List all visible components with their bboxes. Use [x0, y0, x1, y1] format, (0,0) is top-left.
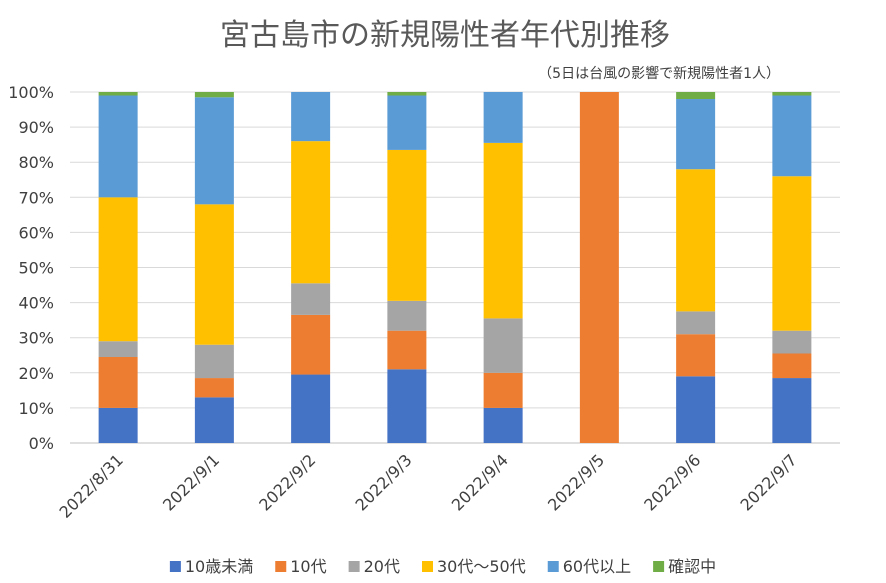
bar-segment [194, 378, 234, 398]
bar-segment [387, 330, 427, 370]
bar-segment [291, 141, 331, 284]
bar-segment [291, 283, 331, 315]
bar-segment [98, 357, 138, 408]
bar-segment [772, 92, 812, 96]
bar-segment [676, 169, 716, 312]
bar-segment [194, 344, 234, 379]
x-tick-label: 2022/9/2 [255, 450, 319, 514]
bar-segment [291, 314, 331, 375]
y-tick-label: 30% [18, 329, 54, 348]
bar-segment [98, 407, 138, 443]
bar-segment [772, 176, 812, 331]
gridlines [70, 91, 840, 444]
y-tick-label: 50% [18, 259, 54, 278]
bar-segment [676, 99, 716, 170]
legend-item: 10代 [275, 557, 327, 576]
y-tick-label: 10% [18, 399, 54, 418]
bar-segment [98, 92, 138, 96]
bar-segment [387, 95, 427, 150]
bar-segment [98, 197, 138, 342]
legend-swatch [169, 561, 181, 572]
y-tick-label: 80% [18, 153, 54, 172]
x-tick-label: 2022/9/7 [736, 450, 800, 514]
legend-item: 確認中 [653, 557, 716, 576]
bar-segment [772, 95, 812, 177]
bar-segment [772, 353, 812, 379]
y-tick-label: 60% [18, 223, 54, 242]
bar-segment [194, 204, 234, 345]
legend-label: 10代 [290, 557, 326, 576]
x-tick-label: 2022/9/1 [159, 450, 223, 514]
bar-segment [676, 334, 716, 377]
chart-title: 宮古島市の新規陽性者年代別推移 [220, 18, 670, 53]
legend-swatch [547, 561, 559, 572]
bar-segment [194, 97, 234, 205]
x-axis: 2022/8/31 2022/9/1 2022/9/2 2022/9/3 2022/9/… [56, 450, 801, 521]
bar-segment [387, 149, 427, 301]
y-tick-label: 20% [18, 364, 54, 383]
x-tick-label: 2022/8/31 [56, 450, 127, 521]
bars [98, 92, 812, 443]
legend-item: 60代以上 [547, 557, 631, 576]
bar-segment [676, 311, 716, 335]
bar-segment [291, 374, 331, 443]
x-tick-label: 2022/9/4 [448, 450, 512, 514]
bar-segment [291, 92, 331, 142]
y-tick-label: 0% [29, 434, 54, 453]
legend-label: 60代以上 [563, 557, 631, 576]
y-tick-label: 70% [18, 188, 54, 207]
bar-segment [387, 92, 427, 96]
bar-segment [676, 92, 716, 100]
legend-swatch [275, 561, 287, 572]
chart-subtitle: （5日は台風の影響で新規陽性者1人） [538, 65, 780, 82]
y-tick-label: 90% [18, 118, 54, 137]
legend-item: 30代～50代 [422, 557, 526, 576]
bar-segment [387, 300, 427, 331]
bar-segment [772, 378, 812, 443]
legend-label: 20代 [364, 557, 400, 576]
legend-swatch [422, 561, 433, 572]
bar-segment [194, 397, 234, 443]
bar-segment [483, 142, 523, 319]
legend-label: 10歳未満 [185, 557, 253, 576]
bar-segment [98, 95, 138, 198]
bar-segment [194, 92, 234, 98]
legend-item: 10歳未満 [169, 557, 253, 576]
legend-swatch [348, 561, 360, 572]
x-tick-label: 2022/9/6 [640, 450, 704, 514]
bar-segment [483, 372, 523, 408]
legend-label: 確認中 [668, 557, 716, 576]
bar-segment [676, 376, 716, 443]
y-tick-label: 40% [18, 294, 54, 313]
legend-label: 30代～50代 [437, 557, 526, 576]
x-tick-label: 2022/9/5 [544, 450, 608, 514]
y-tick-label: 100% [8, 83, 54, 102]
y-axis: 0% 10% 20% 30% 40% 50% 60% 70% 80% 90% 100% [8, 83, 54, 453]
legend-item: 20代 [348, 557, 400, 576]
bar-segment [772, 330, 812, 354]
bar-segment [579, 92, 619, 443]
bar-segment [483, 407, 523, 443]
bar-segment [98, 341, 138, 358]
bar-segment [387, 369, 427, 443]
x-tick-label: 2022/9/3 [351, 450, 415, 514]
bar-segment [483, 92, 523, 143]
legend-swatch [653, 561, 665, 572]
bar-segment [483, 318, 523, 373]
legend: 10歳未満 10代 20代 30代～50代 60代以上 確認中 [169, 557, 716, 576]
